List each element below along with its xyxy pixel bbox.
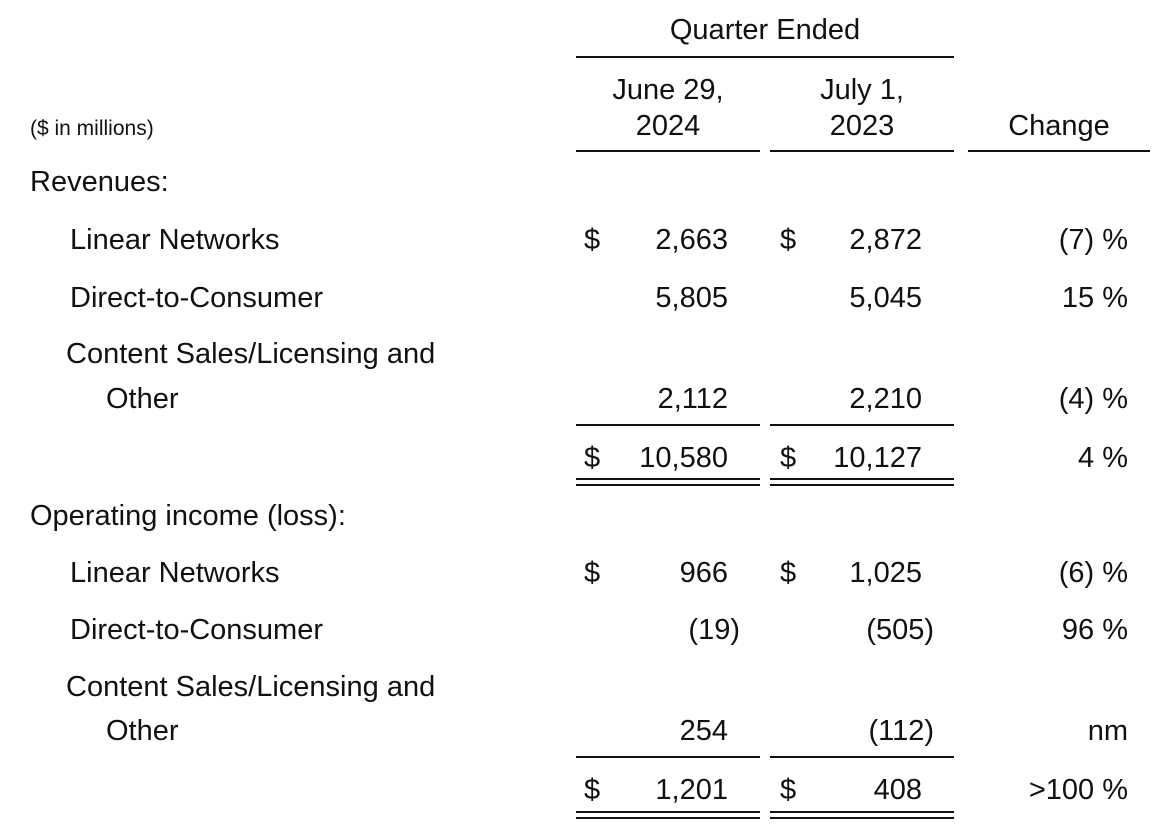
op-dtc-v1: (19) [688,614,740,646]
op-total-v1: 1,201 [655,774,728,806]
op-total-dollar1: $ [584,774,601,806]
rev-dtc-label: Direct-to-Consumer [70,282,323,314]
op-linear-dollar1: $ [584,557,601,589]
rev-dtc-v2: 5,045 [849,282,922,314]
rev-linear-dollar1: $ [584,224,601,256]
op-linear-v2: 1,025 [849,557,922,589]
col-june-header-line1: June 29, [612,74,724,106]
rev-linear-label: Linear Networks [70,224,280,256]
op-total-double-rule-1 [576,811,760,819]
op-total-v2: 408 [873,774,922,806]
rev-total-v1: 10,580 [639,442,728,474]
op-total-dollar2: $ [780,774,797,806]
op-linear-label: Linear Networks [70,557,280,589]
rev-total-v2: 10,127 [833,442,922,474]
col-change-header-underline [968,150,1150,152]
rev-subtotal-rule-2 [770,424,954,426]
rev-total-change: 4 % [1078,442,1128,474]
quarter-ended-underline [576,56,954,58]
op-linear-dollar2: $ [780,557,797,589]
rev-total-dollar2: $ [780,442,797,474]
rev-total-dollar1: $ [584,442,601,474]
rev-subtotal-rule-1 [576,424,760,426]
col-june-header-line2: 2024 [635,110,701,142]
rev-total-double-rule-2 [770,478,954,486]
op-linear-v1: 966 [679,557,728,589]
op-dtc-label: Direct-to-Consumer [70,614,323,646]
op-dtc-change: 96 % [1061,614,1128,646]
op-dtc-v2: (505) [866,614,934,646]
col-change-header: Change [1008,110,1110,142]
rev-dtc-change: 15 % [1061,282,1128,314]
rev-linear-dollar2: $ [780,224,797,256]
op-content-change: nm [1087,715,1128,747]
col-july-header-line1: July 1, [820,74,904,106]
quarter-ended-header: Quarter Ended [669,14,861,46]
rev-total-double-rule-1 [576,478,760,486]
op-content-v1: 254 [679,715,728,747]
rev-linear-v2: 2,872 [849,224,922,256]
rev-content-label-line2: Other [106,383,179,415]
rev-dtc-v1: 5,805 [655,282,728,314]
rev-content-v1: 2,112 [657,383,728,415]
rev-content-label-line1: Content Sales/Licensing and [66,338,436,370]
op-content-label-line1: Content Sales/Licensing and [66,671,436,703]
col-july-header-line2: 2023 [829,110,895,142]
col-july-header-underline [770,150,954,152]
op-content-label-line2: Other [106,715,179,747]
units-label: ($ in millions) [30,117,154,140]
section-operating-label: Operating income (loss): [30,500,346,532]
op-content-v2: (112) [868,715,934,747]
op-subtotal-rule-2 [770,756,954,758]
section-revenues-label: Revenues: [30,166,169,198]
rev-linear-change: (7) % [1058,224,1128,256]
op-subtotal-rule-1 [576,756,760,758]
op-linear-change: (6) % [1058,557,1128,589]
col-june-header-underline [576,150,760,152]
rev-content-change: (4) % [1058,383,1128,415]
rev-linear-v1: 2,663 [655,224,728,256]
rev-content-v2: 2,210 [849,383,922,415]
op-total-change: >100 % [1028,774,1128,806]
op-total-double-rule-2 [770,811,954,819]
